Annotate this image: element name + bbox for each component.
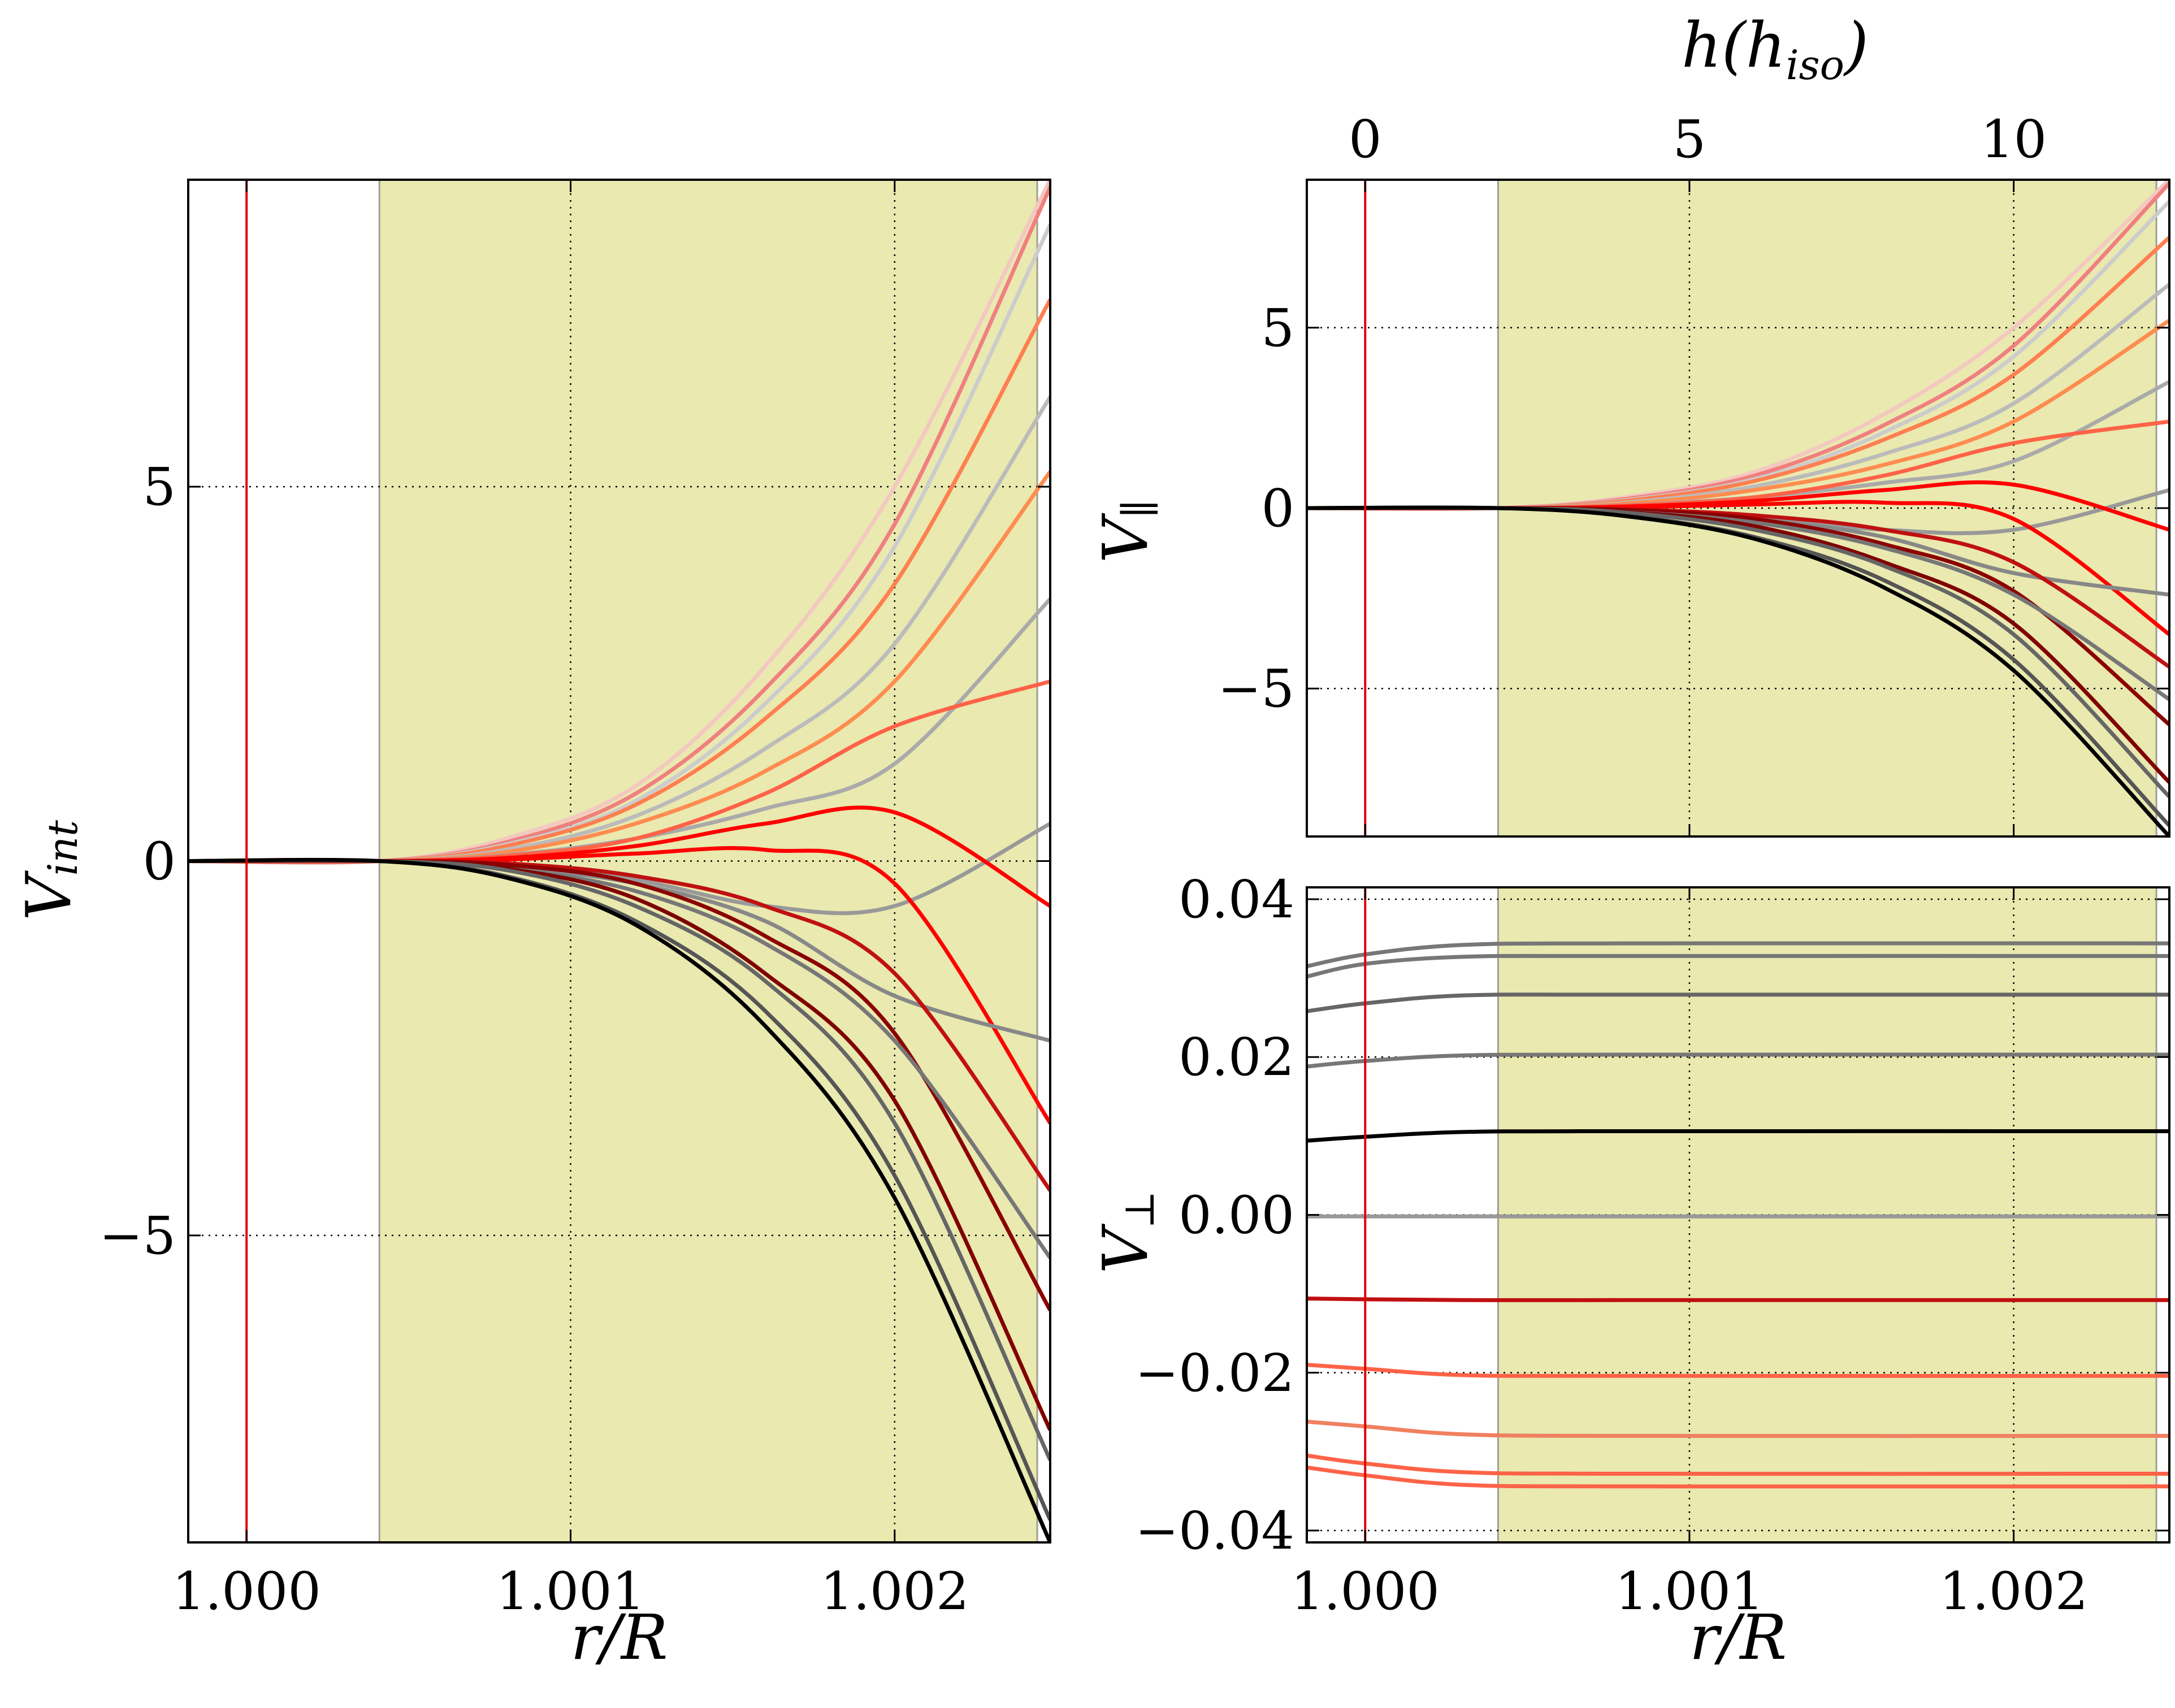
y-tick-label: 0 bbox=[1261, 478, 1294, 539]
y-tick-label: 0.04 bbox=[1179, 869, 1294, 930]
x-axis-label-bottom-right: r/R bbox=[1689, 1601, 1787, 1674]
ylabel-br-main: V bbox=[1089, 1224, 1162, 1274]
top-x-tick-label: 5 bbox=[1673, 109, 1706, 170]
top-x-tick-label: 0 bbox=[1349, 109, 1382, 170]
ticks-bottom-right: 1.000 1.001 1.002 −0.04 −0.02 0.00 0.02 0.04 bbox=[1135, 869, 2169, 1622]
ylabel-br-sub: ⊥ bbox=[1116, 1190, 1163, 1229]
top-x-axis-label: h(hiso) bbox=[1682, 9, 1869, 89]
series-line-19 bbox=[188, 857, 1050, 1542]
ticks-left: 1.000 1.001 1.002 −5 0 5 bbox=[99, 180, 1050, 1622]
x-tick-label: 1.002 bbox=[820, 1561, 969, 1622]
y-tick-label: 5 bbox=[1261, 298, 1294, 358]
x-tick-label: 1.001 bbox=[1615, 1561, 1764, 1622]
x-tick-label: 1.002 bbox=[1939, 1561, 2088, 1622]
y-axis-label-bottom-right: V⊥ bbox=[1089, 1190, 1163, 1273]
ticks-top-right: −5 0 5 0 5 10 bbox=[1218, 109, 2169, 836]
toplabel-sub: iso bbox=[1786, 41, 1844, 89]
series-left bbox=[188, 180, 1050, 1542]
y-tick-label: −5 bbox=[99, 1206, 176, 1266]
x-tick-label: 1.000 bbox=[172, 1561, 321, 1622]
y-axis-label-left: Vint bbox=[12, 820, 86, 921]
y-tick-label: 0 bbox=[142, 831, 176, 892]
y-tick-label: 5 bbox=[142, 457, 176, 517]
panel-bottom-right: 1.000 1.001 1.002 −0.04 −0.02 0.00 0.02 0.04 V⊥… bbox=[1089, 869, 2170, 1674]
y-tick-label: −0.04 bbox=[1135, 1501, 1294, 1561]
series-line-7 bbox=[1307, 1297, 2169, 1302]
x-tick-label: 1.001 bbox=[496, 1561, 645, 1622]
y-tick-label: 0.00 bbox=[1179, 1185, 1294, 1246]
ylabel-left-main: V bbox=[12, 870, 85, 921]
toplabel-h: h(h bbox=[1682, 9, 1786, 81]
series-line-19 bbox=[1307, 505, 2169, 836]
y-tick-label: 0.02 bbox=[1179, 1027, 1294, 1087]
panel-left: 1.000 1.001 1.002 −5 0 5 Vint r/R bbox=[12, 179, 1051, 1674]
toplabel-close: ) bbox=[1843, 9, 1869, 81]
series-top-right bbox=[1307, 180, 2169, 836]
ylabel-tr-sub: ∥ bbox=[1116, 500, 1163, 518]
ylabel-left-sub: int bbox=[39, 820, 86, 875]
x-axis-label-left: r/R bbox=[570, 1601, 668, 1674]
top-x-tick-label: 10 bbox=[1981, 109, 2047, 170]
panel-top-right: −5 0 5 0 5 10 V∥ h(hiso) bbox=[1089, 9, 2170, 838]
ylabel-tr-main: V bbox=[1089, 513, 1162, 563]
x-tick-label: 1.000 bbox=[1291, 1561, 1440, 1622]
y-tick-label: −5 bbox=[1218, 658, 1294, 719]
y-axis-label-top-right: V∥ bbox=[1089, 500, 1163, 563]
y-tick-label: −0.02 bbox=[1135, 1343, 1294, 1403]
